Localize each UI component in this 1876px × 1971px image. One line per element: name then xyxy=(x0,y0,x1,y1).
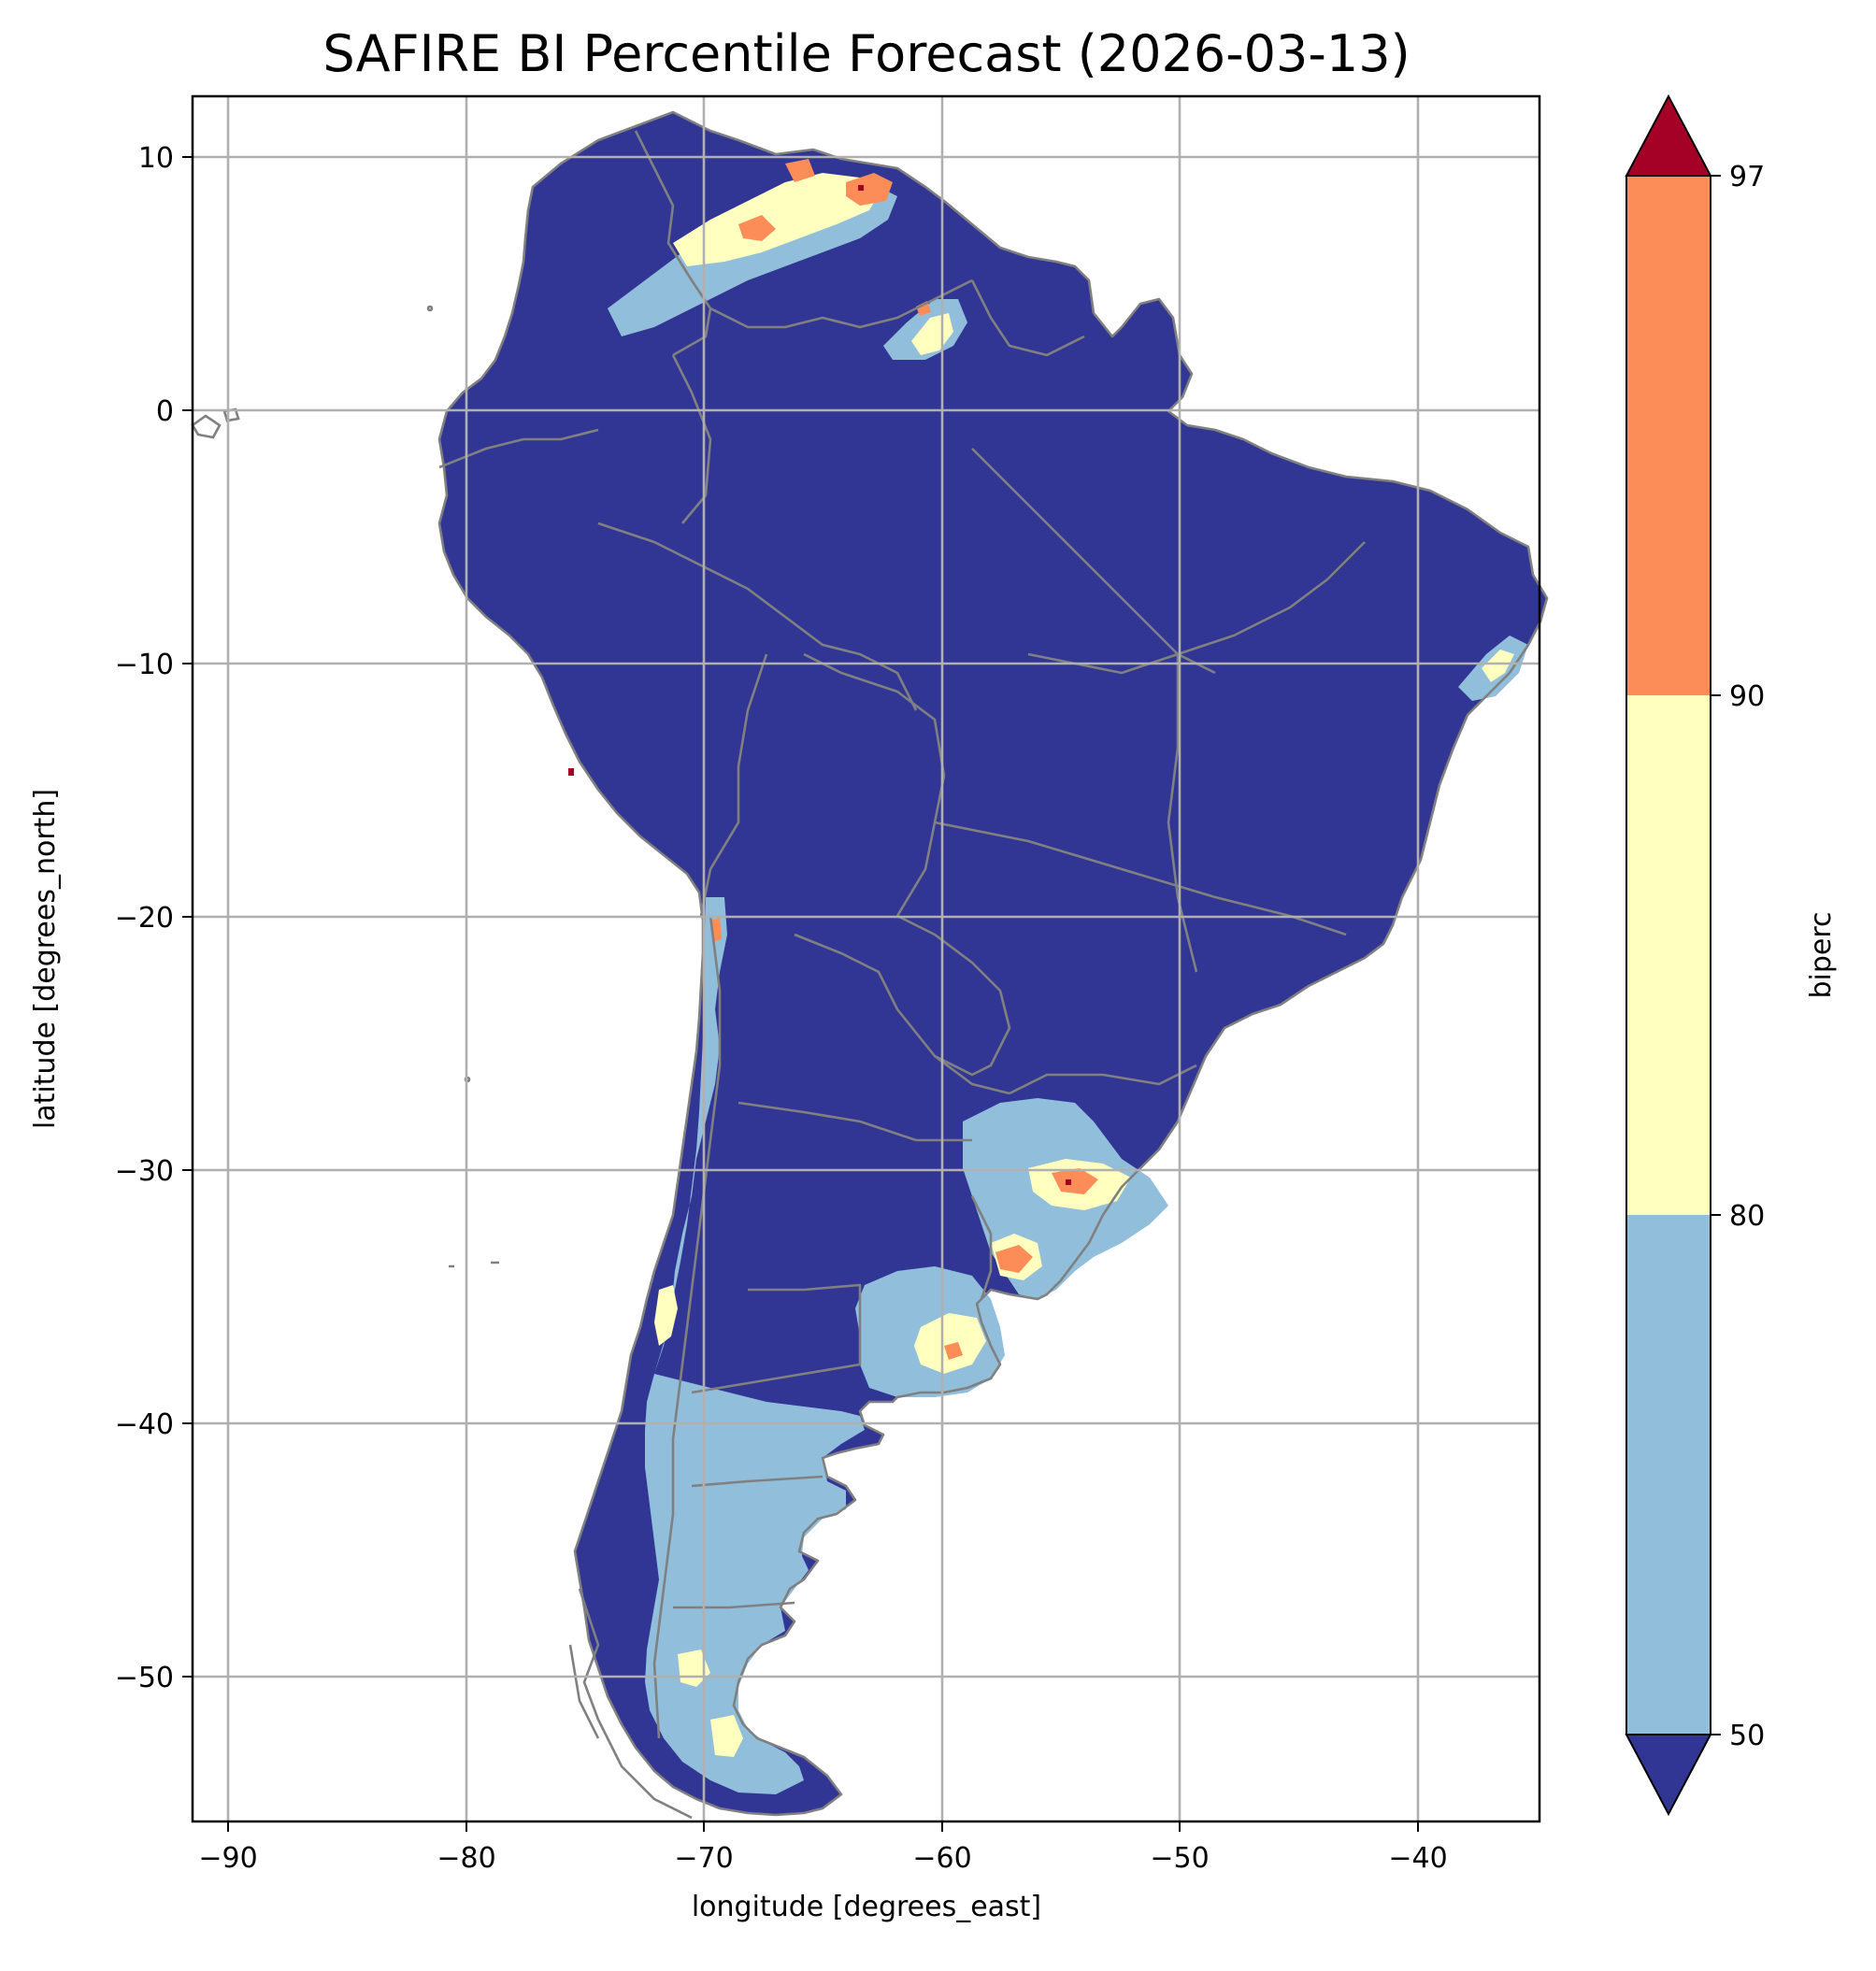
colorbar-frame xyxy=(1625,175,1711,1735)
x-axis-label: longitude [degrees_east] xyxy=(692,1891,1041,1923)
border-brazil-interior-2 xyxy=(1027,541,1366,675)
x-axis: −90 −80 −70 −60 −50 −40 longitude [degre… xyxy=(198,1821,1448,1923)
border-peru-bolivia-chile xyxy=(699,653,768,917)
border-colombia-venezuela xyxy=(634,130,712,357)
border-brazil-south xyxy=(1009,1064,1197,1095)
speck-southern-brazil xyxy=(1066,1179,1071,1185)
border-chile-argentina xyxy=(652,915,722,1739)
region-patagonia xyxy=(645,1374,865,1794)
y-axis-label: latitude [degrees_north] xyxy=(29,789,62,1129)
colorbar-extend-low xyxy=(1625,1734,1712,1817)
x-tick-label: −90 xyxy=(198,1842,257,1875)
colorbar-label: biperc xyxy=(1805,911,1838,998)
colorbar-tick-label: 80 xyxy=(1729,1200,1765,1233)
border-brazil-interior-3 xyxy=(934,821,1347,936)
x-tick-label: −60 xyxy=(912,1842,971,1875)
border-argentina-provinces-4 xyxy=(673,1601,795,1609)
colorbar-tick-label: 90 xyxy=(1729,680,1765,713)
patch-venezuela-west xyxy=(738,215,776,241)
border-ecuador-peru xyxy=(438,428,599,469)
patch-rio-grande-do-sul xyxy=(1052,1168,1098,1194)
map-axes xyxy=(191,94,1549,1823)
border-paraguay xyxy=(896,914,1011,1077)
colorbar-tick-label: 50 xyxy=(1729,1720,1765,1752)
y-tick-label: −10 xyxy=(115,649,174,681)
colorbar-tick-label: 97 xyxy=(1729,161,1765,193)
x-tick-label: −40 xyxy=(1388,1842,1447,1875)
speck-peru xyxy=(568,768,574,776)
patch-venezuela-east xyxy=(846,173,893,206)
y-tick-label: −40 xyxy=(115,1408,174,1441)
malpelo-island xyxy=(426,305,434,312)
region-chile-andes xyxy=(645,897,727,1402)
chart-title: SAFIRE BI Percentile Forecast (2026-03-1… xyxy=(322,24,1410,83)
colorbar-bin-90-97 xyxy=(1626,176,1711,695)
colorbar-extend-high xyxy=(1625,93,1712,177)
patch-northeast-brazil xyxy=(1482,650,1514,682)
colorbar-bin-50-80 xyxy=(1626,1215,1711,1735)
border-colombia-brazil xyxy=(671,354,712,524)
border-argentina-provinces-1 xyxy=(738,1101,972,1142)
juan-fernandez-islands xyxy=(449,1261,499,1268)
border-argentina-provinces-3 xyxy=(691,1475,823,1488)
border-argentina-north xyxy=(794,933,1010,1095)
patch-buenos-aires-small xyxy=(944,1342,963,1360)
border-bolivia-brazil xyxy=(803,652,946,917)
patch-venezuela xyxy=(673,173,883,266)
border-guyanas xyxy=(970,279,1085,357)
class-90-97-regions xyxy=(710,159,1098,1360)
colorbar: 50 80 90 97 biperc xyxy=(1625,93,1838,1817)
speck-venezuela xyxy=(858,185,864,191)
colorbar-bin-80-90 xyxy=(1626,695,1711,1215)
y-tick-label: 0 xyxy=(156,395,174,428)
axes-frame xyxy=(191,94,1541,1823)
y-tick-label: −50 xyxy=(115,1662,174,1694)
x-tick-label: −50 xyxy=(1150,1842,1209,1875)
patch-uruguay-river xyxy=(995,1245,1033,1273)
gridlines xyxy=(193,96,1539,1821)
border-peru-brazil xyxy=(597,521,918,711)
y-tick-label: 10 xyxy=(138,142,174,175)
offshore-islands xyxy=(191,305,693,1820)
border-argentina-uruguay xyxy=(970,1195,993,1300)
border-venezuela-brazil xyxy=(709,279,973,329)
y-tick-label: −20 xyxy=(115,902,174,935)
patch-guyana-small xyxy=(916,301,931,316)
class-above-97-regions xyxy=(568,185,1071,1185)
tierra-del-fuego-archipelago xyxy=(568,1588,693,1820)
continent-coastline xyxy=(437,110,1549,1817)
y-axis: 10 0 −10 −20 −30 −40 −50 latitude [degre… xyxy=(29,142,193,1694)
border-brazil-interior-4 xyxy=(1167,654,1198,973)
x-tick-label: −70 xyxy=(674,1842,733,1875)
patch-chile-central xyxy=(654,1285,678,1346)
patch-patagonia-south xyxy=(710,1715,743,1757)
patch-buenos-aires xyxy=(914,1313,986,1374)
y-tick-label: −30 xyxy=(115,1155,174,1188)
border-argentina-provinces-2 xyxy=(691,1283,862,1394)
x-tick-label: −80 xyxy=(437,1842,495,1875)
patch-venezuela-north xyxy=(785,159,815,182)
political-borders xyxy=(437,110,1549,1817)
